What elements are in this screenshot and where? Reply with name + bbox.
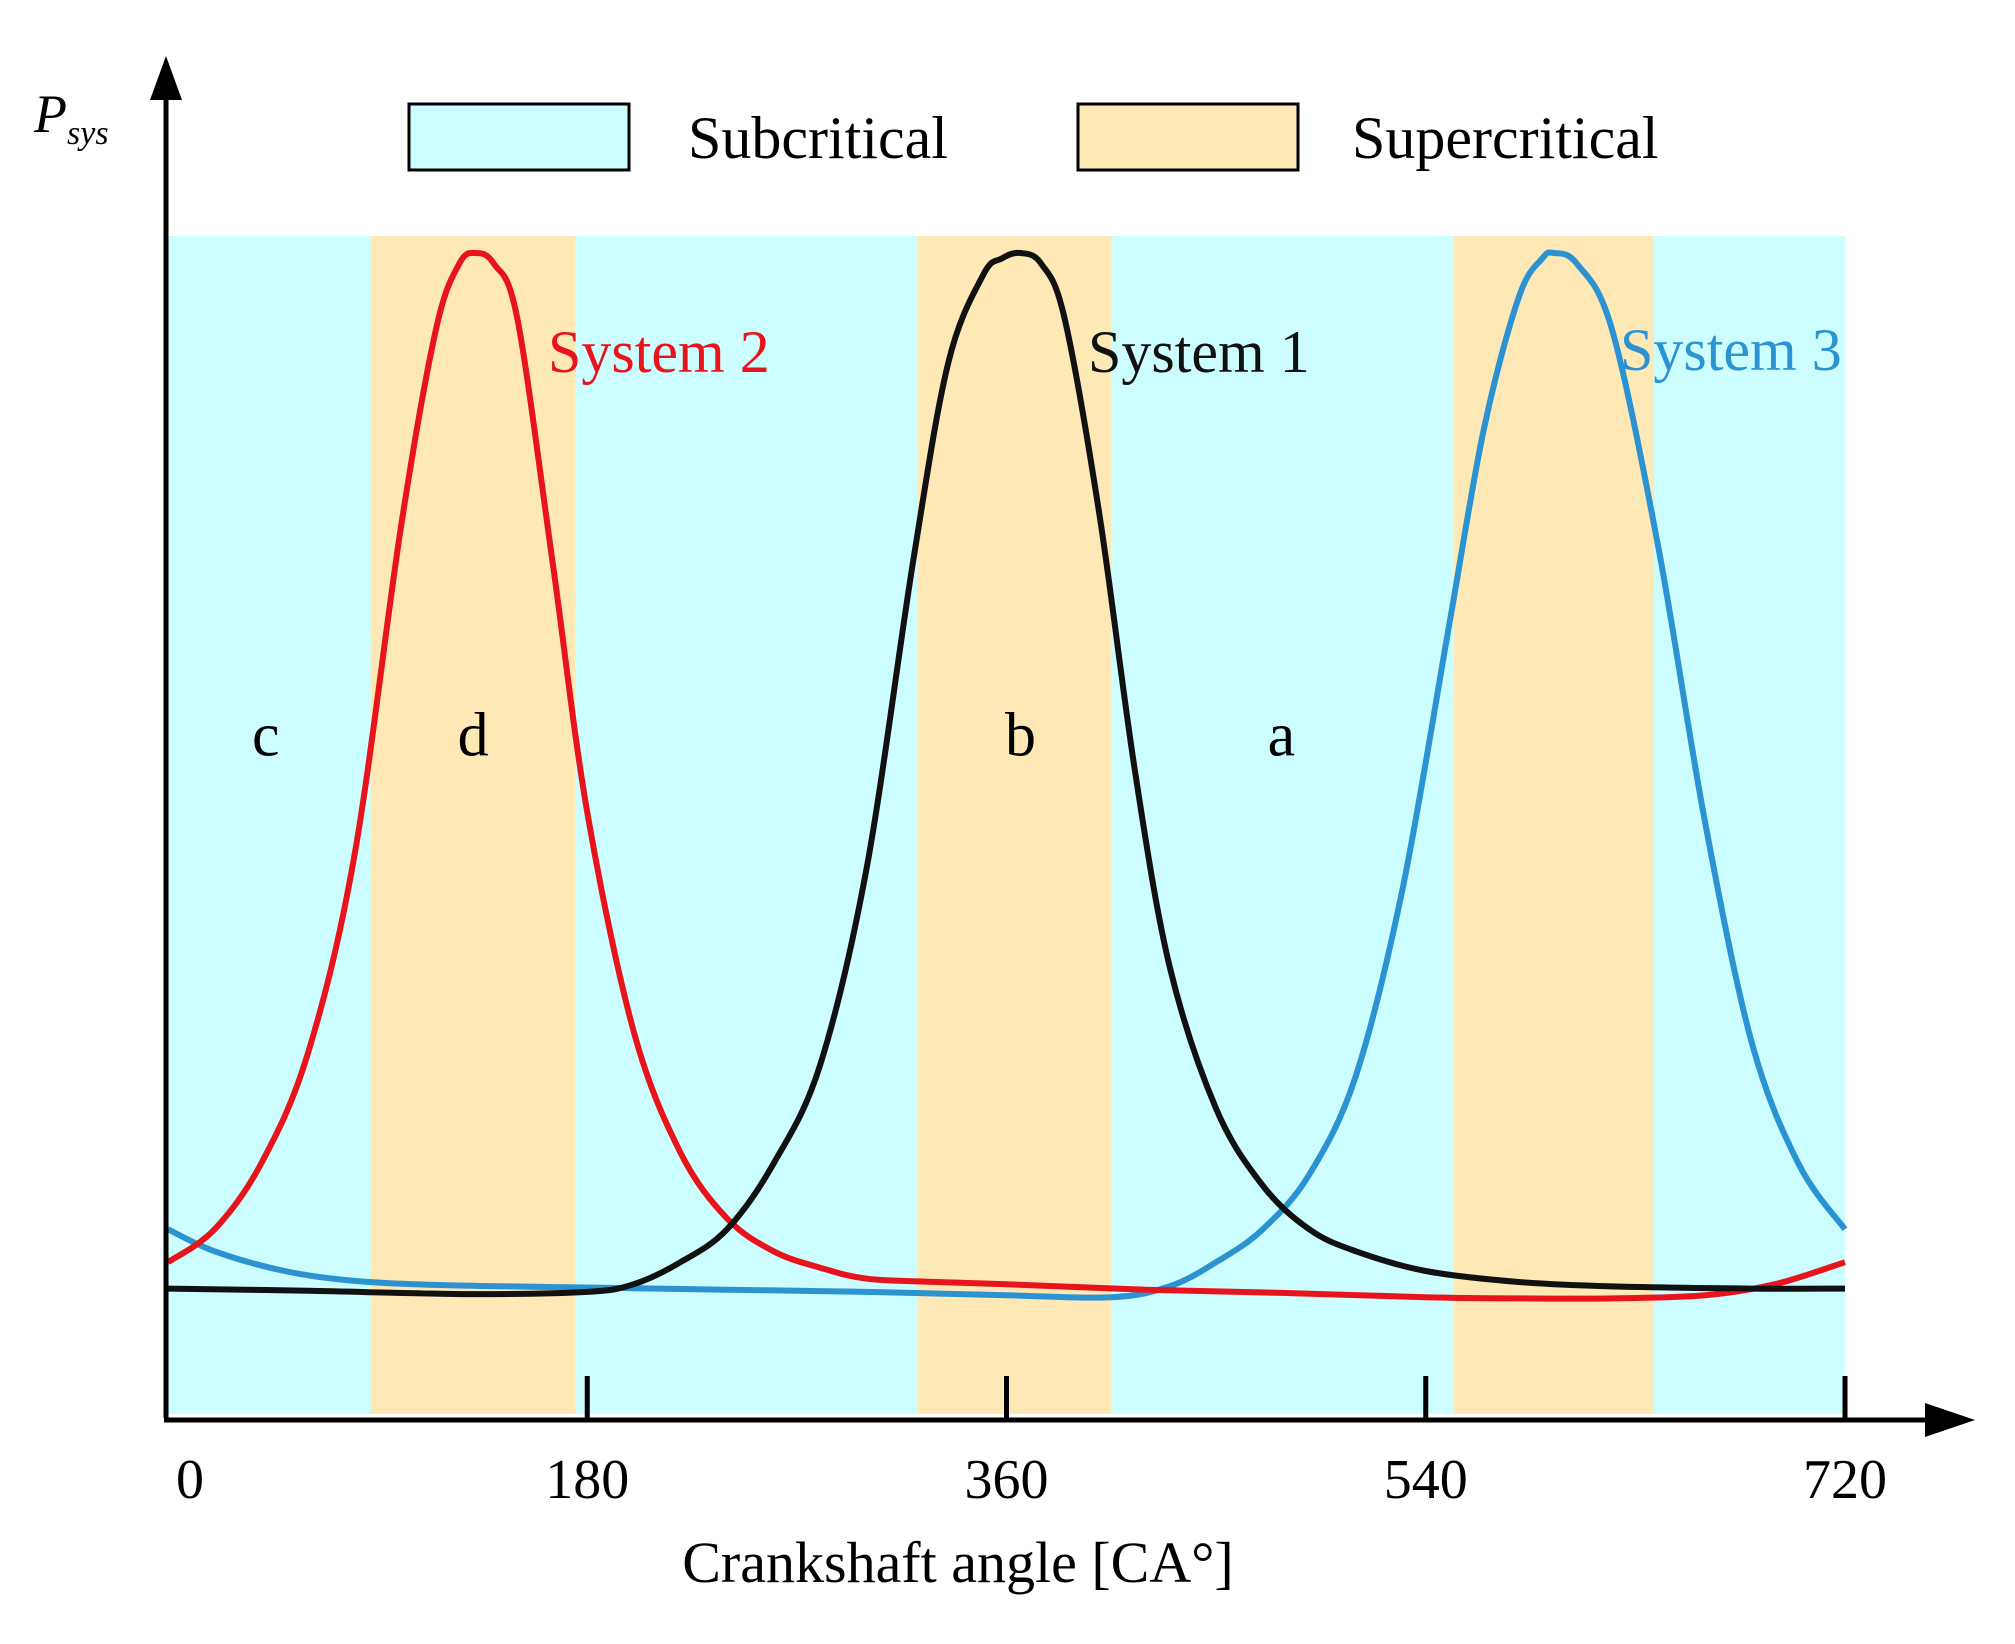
region-bands <box>168 236 1845 1414</box>
x-tick-label-180: 180 <box>545 1449 629 1511</box>
y-axis-arrow-icon <box>150 56 182 100</box>
region-subcritical-0 <box>168 236 371 1414</box>
series-label-system-1: System 1 <box>1088 319 1310 385</box>
x-axis-label: Crankshaft angle [CA°] <box>682 1530 1233 1595</box>
region-supercritical-3 <box>917 236 1112 1414</box>
region-subcritical-6 <box>1654 236 1845 1414</box>
series-label-system-2: System 2 <box>548 319 770 385</box>
region-subcritical-2 <box>575 236 918 1414</box>
series-label-system-3: System 3 <box>1620 317 1842 383</box>
region-annotation-b: b <box>1005 702 1036 770</box>
region-annotation-d: d <box>458 702 489 770</box>
y-axis-label: Psys <box>33 84 109 152</box>
legend-label-supercritical: Supercritical <box>1352 105 1659 171</box>
region-supercritical-5 <box>1453 236 1655 1414</box>
legend-swatch-supercritical <box>1076 102 1300 172</box>
x-tick-label-720: 720 <box>1803 1449 1887 1511</box>
legend: Subcritical Supercritical <box>407 102 1659 172</box>
x-tick-label-360: 360 <box>965 1449 1049 1511</box>
series-line-system-1 <box>168 249 1846 1298</box>
region-supercritical-1 <box>370 236 576 1414</box>
region-annotation-a: a <box>1268 702 1296 770</box>
legend-label-subcritical: Subcritical <box>688 105 948 171</box>
x-axis-arrow-icon <box>1925 1403 1975 1437</box>
x-tick-label-0: 0 <box>176 1449 204 1511</box>
series-line-system-2 <box>168 249 1846 1302</box>
x-ticks: 0 180 360 540 720 <box>176 1376 1887 1511</box>
region-annotation-c: c <box>252 702 280 770</box>
region-subcritical-4 <box>1111 236 1454 1414</box>
legend-swatch-subcritical <box>407 102 631 172</box>
series-curves <box>168 249 1848 1302</box>
series-line-system-3 <box>168 249 1848 1301</box>
x-tick-label-540: 540 <box>1384 1449 1468 1511</box>
